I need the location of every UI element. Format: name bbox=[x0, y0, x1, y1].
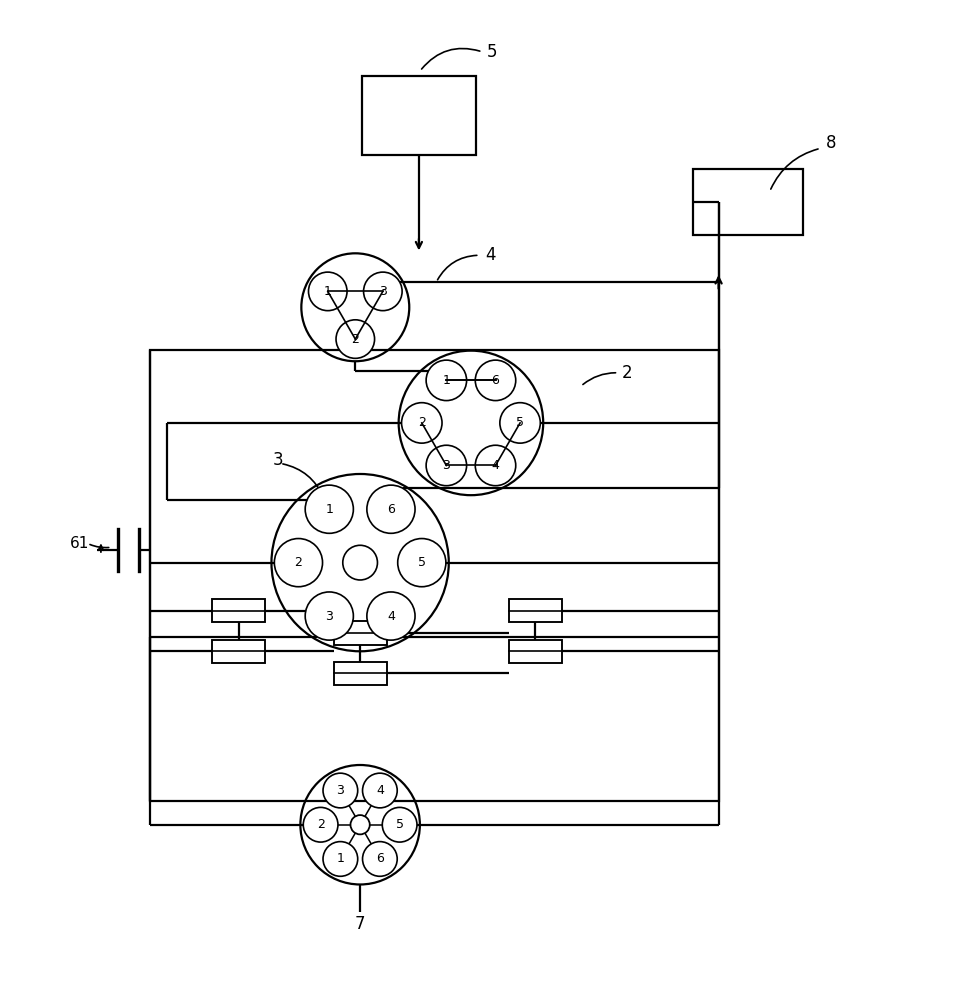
Circle shape bbox=[305, 592, 353, 640]
Text: 2: 2 bbox=[418, 416, 426, 429]
Circle shape bbox=[476, 360, 515, 401]
Text: 4: 4 bbox=[387, 610, 395, 623]
Text: 1: 1 bbox=[324, 285, 332, 298]
Circle shape bbox=[309, 272, 347, 311]
Bar bbox=[334, 621, 387, 645]
Text: 1: 1 bbox=[325, 503, 333, 516]
Text: 2: 2 bbox=[317, 818, 324, 831]
Circle shape bbox=[305, 485, 353, 533]
Text: 4: 4 bbox=[376, 784, 384, 797]
Circle shape bbox=[367, 485, 415, 533]
Text: 3: 3 bbox=[337, 784, 345, 797]
Text: 8: 8 bbox=[826, 134, 837, 152]
Text: 5: 5 bbox=[396, 818, 403, 831]
Text: 6: 6 bbox=[387, 503, 395, 516]
Circle shape bbox=[363, 773, 398, 808]
Text: 3: 3 bbox=[442, 459, 451, 472]
Bar bbox=[212, 599, 265, 622]
Bar bbox=[150, 350, 719, 801]
Text: 1: 1 bbox=[337, 852, 345, 865]
Circle shape bbox=[367, 592, 415, 640]
Circle shape bbox=[476, 445, 515, 486]
Text: 1: 1 bbox=[442, 374, 451, 387]
Text: 2: 2 bbox=[351, 333, 359, 346]
Text: 2: 2 bbox=[294, 556, 302, 569]
Circle shape bbox=[401, 403, 442, 443]
Text: 3: 3 bbox=[379, 285, 387, 298]
Circle shape bbox=[350, 815, 370, 834]
Bar bbox=[509, 599, 562, 622]
Text: 3: 3 bbox=[273, 451, 284, 469]
Circle shape bbox=[427, 445, 467, 486]
Circle shape bbox=[363, 842, 398, 876]
Text: 5: 5 bbox=[418, 556, 426, 569]
Text: 4: 4 bbox=[491, 459, 500, 472]
Circle shape bbox=[382, 807, 417, 842]
Text: 3: 3 bbox=[325, 610, 333, 623]
Text: 5: 5 bbox=[516, 416, 524, 429]
Circle shape bbox=[274, 539, 322, 587]
Text: 6: 6 bbox=[376, 852, 384, 865]
Bar bbox=[693, 169, 804, 235]
Bar bbox=[362, 76, 476, 155]
Text: 61: 61 bbox=[70, 536, 90, 551]
Circle shape bbox=[500, 403, 540, 443]
Circle shape bbox=[323, 773, 358, 808]
Text: 7: 7 bbox=[355, 915, 366, 933]
Bar bbox=[212, 640, 265, 663]
Circle shape bbox=[323, 842, 358, 876]
Text: 4: 4 bbox=[485, 246, 495, 264]
Circle shape bbox=[398, 539, 446, 587]
Bar bbox=[334, 662, 387, 685]
Circle shape bbox=[364, 272, 402, 311]
Circle shape bbox=[303, 807, 338, 842]
Circle shape bbox=[427, 360, 467, 401]
Text: 2: 2 bbox=[621, 364, 632, 382]
Circle shape bbox=[336, 320, 374, 358]
Text: 5: 5 bbox=[487, 43, 497, 61]
Bar bbox=[509, 640, 562, 663]
Text: 6: 6 bbox=[491, 374, 500, 387]
